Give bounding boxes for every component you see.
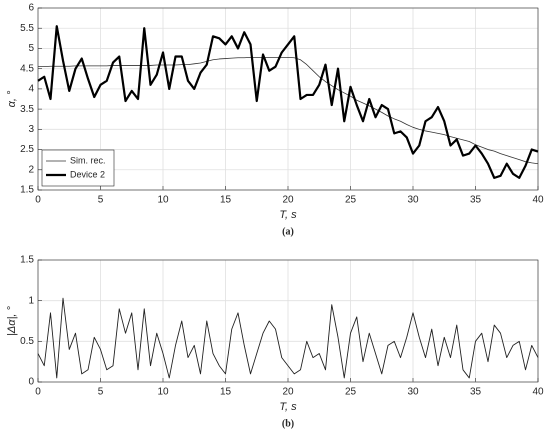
x-tick-label: 30: [407, 195, 419, 206]
y-tick-label: 2: [28, 164, 34, 175]
caption: (b): [282, 418, 294, 429]
x-tick-label: 10: [157, 387, 169, 398]
y-tick-label: 6: [28, 3, 34, 14]
series-line: [37, 25, 539, 179]
series-line: [37, 297, 539, 379]
y-tick-label: 2.5: [20, 144, 34, 155]
caption: (a): [282, 226, 294, 237]
x-tick-label: 20: [282, 195, 294, 206]
x-tick-label: 0: [35, 387, 41, 398]
x-tick-label: 25: [345, 387, 357, 398]
legend-label: Device 2: [70, 169, 105, 179]
axes-box: [37, 7, 539, 191]
x-tick-label: 10: [157, 195, 169, 206]
y-tick-label: 3.5: [20, 104, 34, 115]
x-tick-label: 15: [220, 195, 232, 206]
axes-box: [37, 259, 539, 383]
y-tick-label: 1.5: [20, 185, 34, 196]
y-tick-label: 1.5: [20, 255, 34, 266]
x-tick-label: 15: [220, 387, 232, 398]
y-tick-label: 0: [28, 377, 34, 388]
legend-box: [41, 149, 115, 187]
y-tick-label: 5: [28, 43, 34, 54]
x-axis-label: T, s: [279, 209, 297, 221]
y-tick-label: 4.5: [20, 63, 34, 74]
x-tick-label: 5: [98, 387, 104, 398]
y-axis-label: α, °: [6, 90, 18, 107]
y-axis-label: |Δα|, °: [6, 305, 18, 335]
y-tick-label: 0.5: [20, 336, 34, 347]
y-tick-label: 4: [28, 84, 34, 95]
x-tick-label: 5: [98, 195, 104, 206]
y-tick-label: 5.5: [20, 23, 34, 34]
x-tick-label: 20: [282, 387, 294, 398]
x-tick-label: 35: [470, 387, 482, 398]
x-tick-label: 25: [345, 195, 357, 206]
x-tick-label: 0: [35, 195, 41, 206]
legend-label: Sim. rec.: [70, 155, 106, 165]
x-tick-label: 35: [470, 195, 482, 206]
x-tick-label: 40: [532, 387, 544, 398]
y-tick-label: 3: [28, 124, 34, 135]
y-tick-label: 1: [28, 295, 34, 306]
x-axis-label: T, s: [279, 401, 297, 413]
x-tick-label: 30: [407, 387, 419, 398]
x-tick-label: 40: [532, 195, 544, 206]
